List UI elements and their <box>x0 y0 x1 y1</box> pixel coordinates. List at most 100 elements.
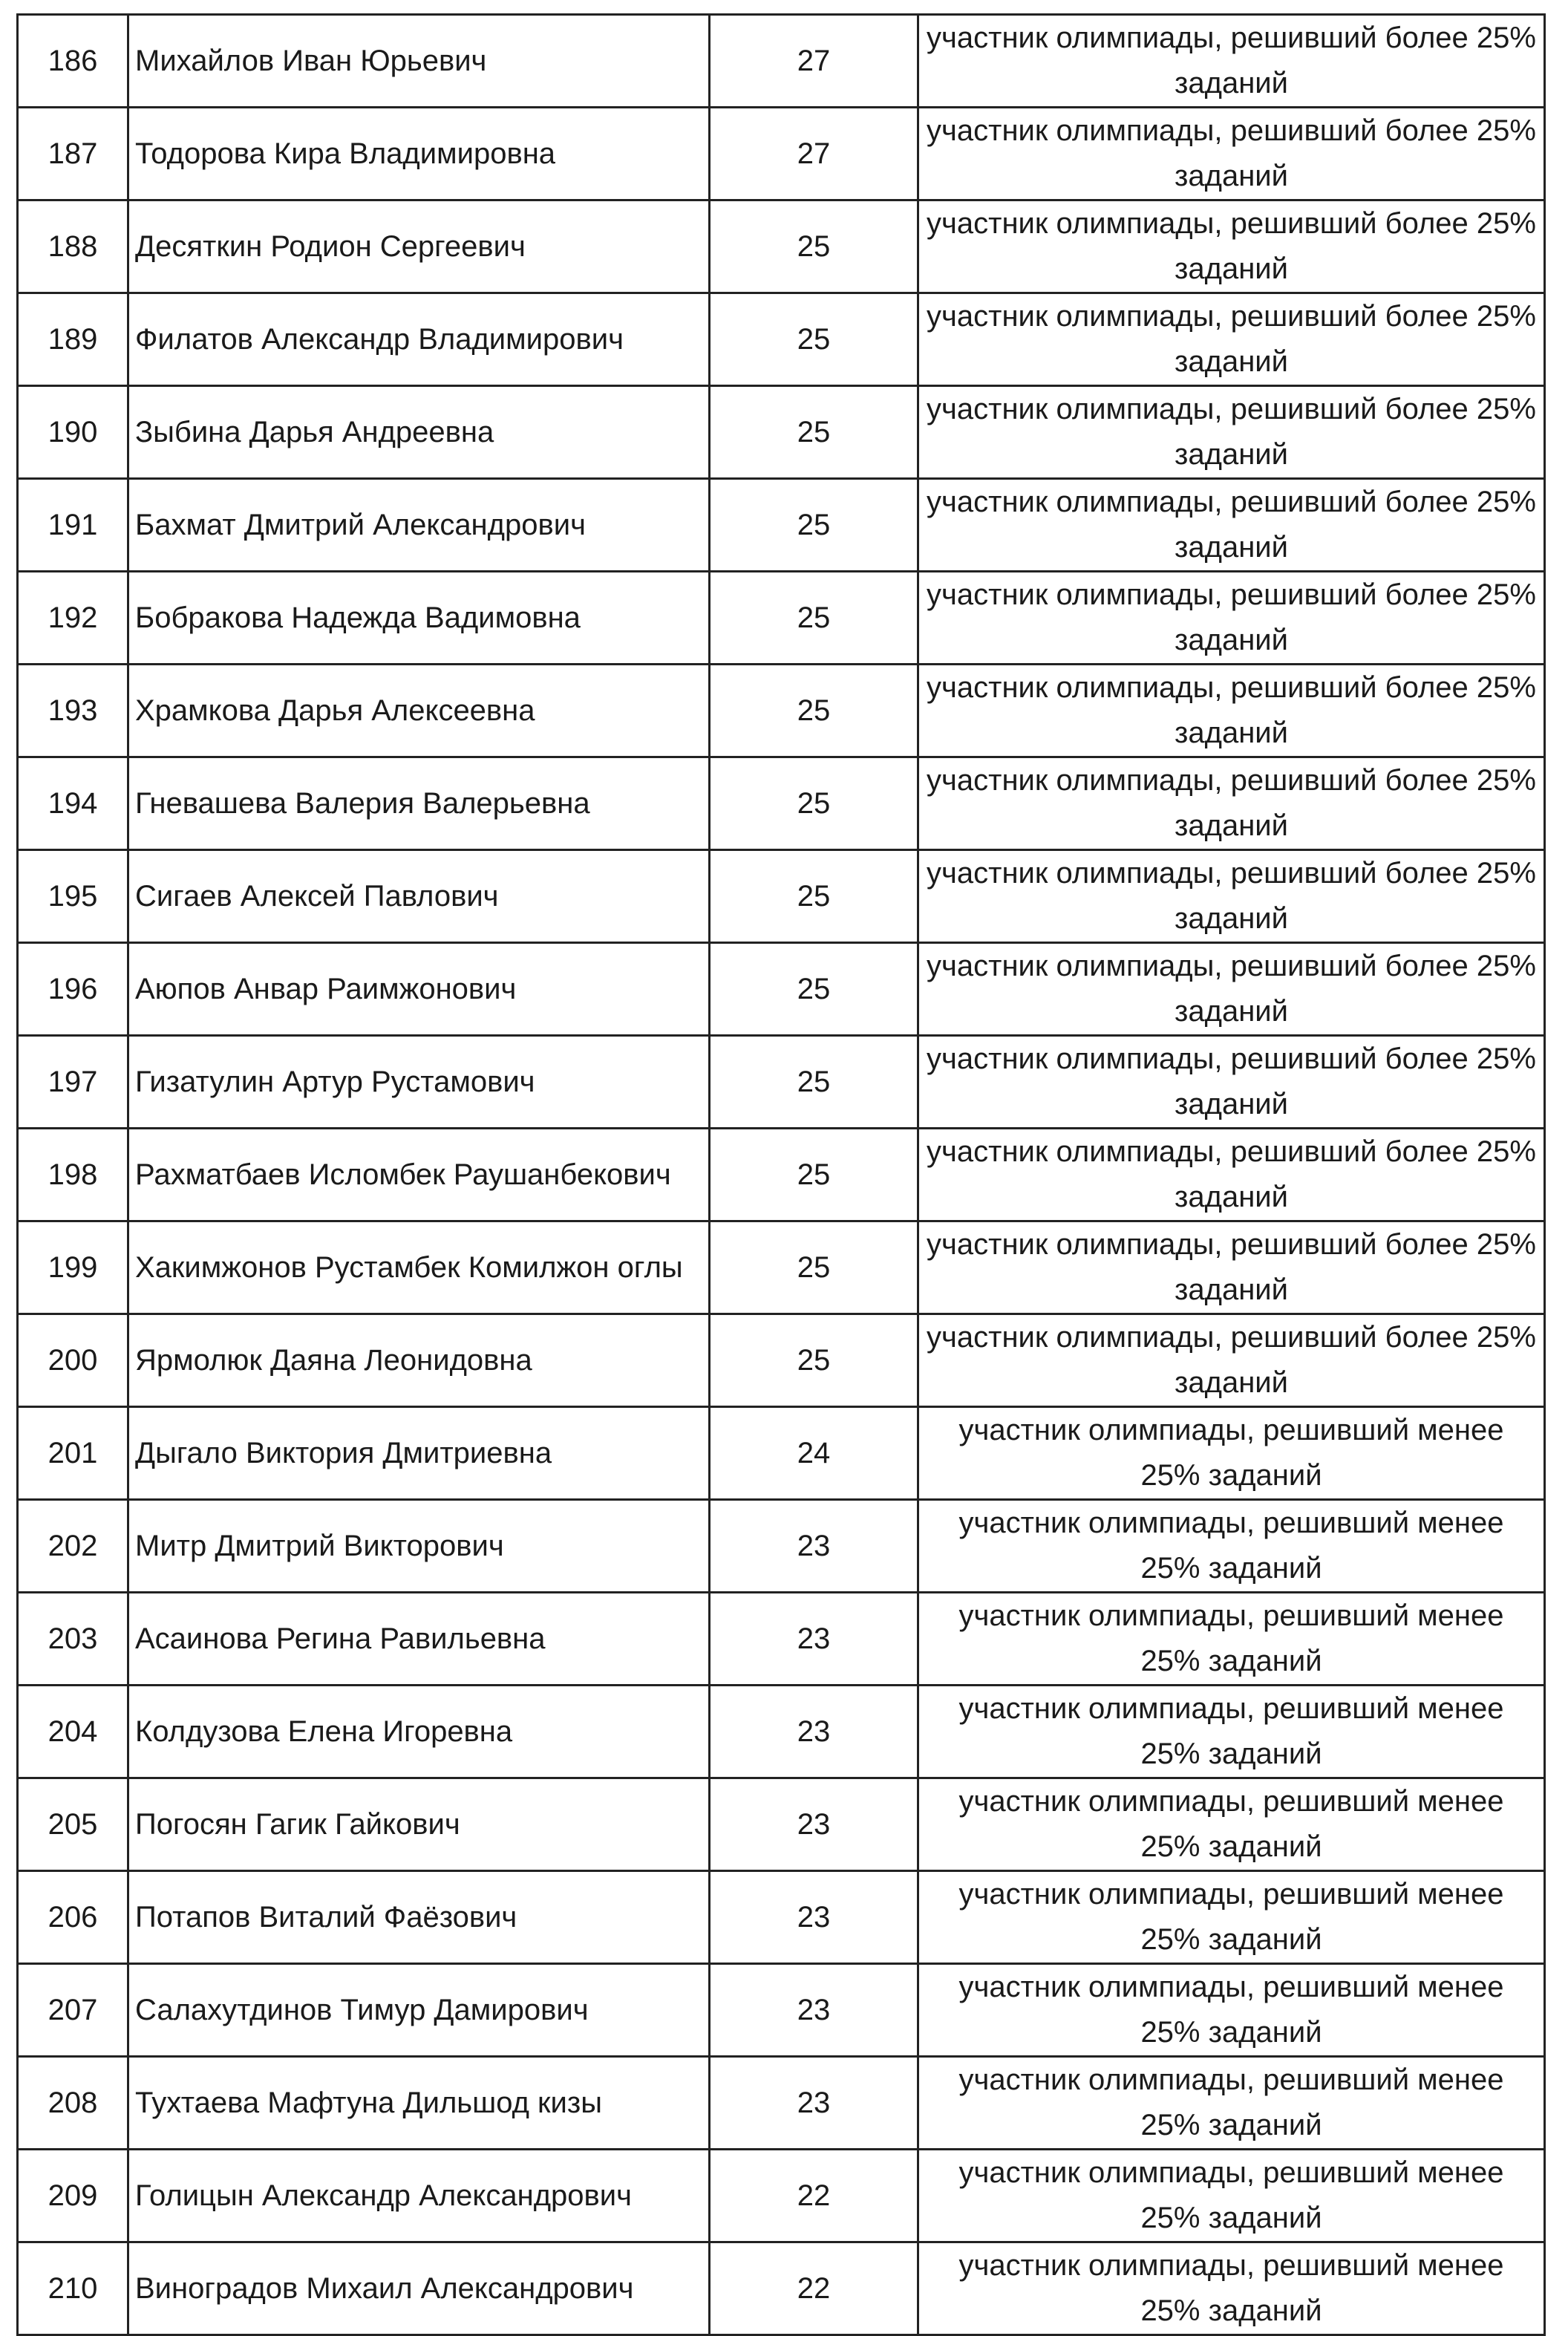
table-row: 204 Колдузова Елена Игоревна 23 участник ол… <box>16 1684 1546 1779</box>
row-number: 196 <box>16 942 129 1037</box>
participant-name: Тодорова Кира Владимировна <box>127 106 710 201</box>
row-number: 187 <box>16 106 129 201</box>
participant-name: Храмкова Дарья Алексеевна <box>127 663 710 758</box>
row-number: 200 <box>16 1313 129 1408</box>
score: 23 <box>708 1498 919 1593</box>
score: 22 <box>708 2241 919 2336</box>
participant-name: Митр Дмитрий Викторович <box>127 1498 710 1593</box>
participant-status: участник олимпиады, решивший более 25% з… <box>917 1313 1546 1408</box>
table-row: 189 Филатов Александр Владимирович 25 участ… <box>16 292 1546 387</box>
table-row: 202 Митр Дмитрий Викторович 23 участник оли… <box>16 1498 1546 1593</box>
participant-status: участник олимпиады, решивший более 25% з… <box>917 477 1546 572</box>
row-number: 201 <box>16 1406 129 1501</box>
score: 25 <box>708 756 919 851</box>
score: 25 <box>708 849 919 944</box>
participant-status: участник олимпиады, решивший более 25% з… <box>917 385 1546 480</box>
table-row: 192 Бобракова Надежда Вадимовна 25 участник… <box>16 570 1546 665</box>
participant-name: Гизатулин Артур Рустамович <box>127 1034 710 1129</box>
row-number: 207 <box>16 1963 129 2058</box>
table-row: 209 Голицын Александр Александрович 22 учас… <box>16 2148 1546 2243</box>
score: 27 <box>708 106 919 201</box>
table-row: 190 Зыбина Дарья Андреевна 25 участник олим… <box>16 385 1546 480</box>
score: 23 <box>708 1684 919 1779</box>
table-row: 198 Рахматбаев Исломбек Раушанбекович 25 уч… <box>16 1127 1546 1222</box>
participant-status: участник олимпиады, решивший более 25% з… <box>917 13 1546 108</box>
table-row: 194 Гневашева Валерия Валерьевна 25 участни… <box>16 756 1546 851</box>
participant-status: участник олимпиады, решивший более 25% з… <box>917 1127 1546 1222</box>
row-number: 190 <box>16 385 129 480</box>
row-number: 206 <box>16 1870 129 1965</box>
participant-status: участник олимпиады, решивший более 25% з… <box>917 199 1546 294</box>
table-row: 203 Асаинова Регина Равильевна 23 участник … <box>16 1591 1546 1686</box>
score: 25 <box>708 570 919 665</box>
participant-name: Аюпов Анвар Раимжонович <box>127 942 710 1037</box>
table-row: 210 Виноградов Михаил Александрович 22 учас… <box>16 2241 1546 2336</box>
participant-status: участник олимпиады, решивший более 25% з… <box>917 570 1546 665</box>
row-number: 199 <box>16 1220 129 1315</box>
score: 25 <box>708 477 919 572</box>
row-number: 198 <box>16 1127 129 1222</box>
score: 25 <box>708 385 919 480</box>
table-row: 196 Аюпов Анвар Раимжонович 25 участник оли… <box>16 942 1546 1037</box>
score: 25 <box>708 1034 919 1129</box>
score: 25 <box>708 1127 919 1222</box>
participant-status: участник олимпиады, решивший более 25% з… <box>917 1220 1546 1315</box>
participant-name: Зыбина Дарья Андреевна <box>127 385 710 480</box>
row-number: 204 <box>16 1684 129 1779</box>
participant-name: Асаинова Регина Равильевна <box>127 1591 710 1686</box>
table-row: 193 Храмкова Дарья Алексеевна 25 участник о… <box>16 663 1546 758</box>
participant-status: участник олимпиады, решивший менее 25% з… <box>917 1684 1546 1779</box>
participant-name: Хакимжонов Рустамбек Комилжон оглы <box>127 1220 710 1315</box>
row-number: 186 <box>16 13 129 108</box>
participant-status: участник олимпиады, решивший менее 25% з… <box>917 2055 1546 2150</box>
table-row: 195 Сигаев Алексей Павлович 25 участник оли… <box>16 849 1546 944</box>
score: 27 <box>708 13 919 108</box>
table-row: 199 Хакимжонов Рустамбек Комилжон оглы 25 у… <box>16 1220 1546 1315</box>
table-row: 186 Михайлов Иван Юрьевич 27 участник олимп… <box>16 13 1546 108</box>
score: 23 <box>708 1777 919 1872</box>
participant-status: участник олимпиады, решивший более 25% з… <box>917 106 1546 201</box>
participant-name: Сигаев Алексей Павлович <box>127 849 710 944</box>
row-number: 210 <box>16 2241 129 2336</box>
participant-name: Филатов Александр Владимирович <box>127 292 710 387</box>
score: 22 <box>708 2148 919 2243</box>
row-number: 202 <box>16 1498 129 1593</box>
table-row: 206 Потапов Виталий Фаёзович 23 участник ол… <box>16 1870 1546 1965</box>
table-row: 208 Тухтаева Мафтуна Дильшод кизы 23 участн… <box>16 2055 1546 2150</box>
participant-name: Десяткин Родион Сергеевич <box>127 199 710 294</box>
participant-status: участник олимпиады, решивший менее 25% з… <box>917 2241 1546 2336</box>
score: 25 <box>708 199 919 294</box>
participant-status: участник олимпиады, решивший более 25% з… <box>917 942 1546 1037</box>
participant-status: участник олимпиады, решивший менее 25% з… <box>917 1777 1546 1872</box>
table-row: 200 Ярмолюк Даяна Леонидовна 25 участник ол… <box>16 1313 1546 1408</box>
row-number: 197 <box>16 1034 129 1129</box>
table-row: 188 Десяткин Родион Сергеевич 25 участник о… <box>16 199 1546 294</box>
participant-status: участник олимпиады, решивший более 25% з… <box>917 663 1546 758</box>
table-row: 197 Гизатулин Артур Рустамович 25 участник … <box>16 1034 1546 1129</box>
row-number: 205 <box>16 1777 129 1872</box>
participant-name: Дыгало Виктория Дмитриевна <box>127 1406 710 1501</box>
participant-status: участник олимпиады, решивший более 25% з… <box>917 292 1546 387</box>
participant-status: участник олимпиады, решивший менее 25% з… <box>917 1870 1546 1965</box>
row-number: 194 <box>16 756 129 851</box>
row-number: 193 <box>16 663 129 758</box>
results-table-body: 186 Михайлов Иван Юрьевич 27 участник олимп… <box>16 13 1546 2336</box>
row-number: 195 <box>16 849 129 944</box>
table-row: 191 Бахмат Дмитрий Александрович 25 участни… <box>16 477 1546 572</box>
score: 25 <box>708 1313 919 1408</box>
participant-name: Салахутдинов Тимур Дамирович <box>127 1963 710 2058</box>
score: 25 <box>708 942 919 1037</box>
row-number: 191 <box>16 477 129 572</box>
table-row: 207 Салахутдинов Тимур Дамирович 23 участни… <box>16 1963 1546 2058</box>
table-row: 187 Тодорова Кира Владимировна 27 участник … <box>16 106 1546 201</box>
participant-name: Бобракова Надежда Вадимовна <box>127 570 710 665</box>
score: 24 <box>708 1406 919 1501</box>
participant-name: Погосян Гагик Гайкович <box>127 1777 710 1872</box>
participant-name: Тухтаева Мафтуна Дильшод кизы <box>127 2055 710 2150</box>
score: 25 <box>708 1220 919 1315</box>
row-number: 192 <box>16 570 129 665</box>
row-number: 203 <box>16 1591 129 1686</box>
row-number: 189 <box>16 292 129 387</box>
score: 23 <box>708 1591 919 1686</box>
participant-name: Ярмолюк Даяна Леонидовна <box>127 1313 710 1408</box>
